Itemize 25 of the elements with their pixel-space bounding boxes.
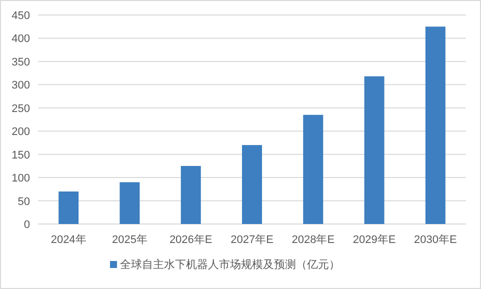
legend-label: 全球自主水下机器人市场规模及预测（亿元） [120, 258, 340, 271]
x-tick-label: 2028年E [292, 234, 335, 246]
bar [180, 166, 201, 224]
y-tick-label: 300 [12, 80, 30, 92]
x-tick-label: 2024年 [50, 234, 86, 246]
y-tick-label: 150 [12, 149, 30, 162]
bar [120, 182, 140, 224]
bar [303, 114, 324, 224]
x-tick-label: 2025年 [112, 234, 148, 246]
y-tick-label: 350 [12, 56, 30, 68]
bar [58, 191, 79, 224]
y-tick-label: 100 [12, 172, 30, 185]
y-tick-label: 450 [12, 10, 30, 22]
bar [425, 26, 446, 224]
y-tick-label: 400 [12, 33, 30, 46]
bar [364, 76, 384, 224]
y-tick-label: 50 [18, 196, 30, 208]
bar [242, 145, 262, 224]
y-tick-label: 200 [12, 126, 30, 138]
y-tick-label: 0 [24, 219, 30, 231]
x-tick-label: 2030年E [414, 234, 457, 246]
y-tick-label: 250 [12, 102, 30, 115]
x-tick-label: 2029年E [352, 234, 396, 246]
x-tick-label: 2026年E [169, 234, 212, 246]
x-tick-label: 2027年E [230, 234, 274, 246]
